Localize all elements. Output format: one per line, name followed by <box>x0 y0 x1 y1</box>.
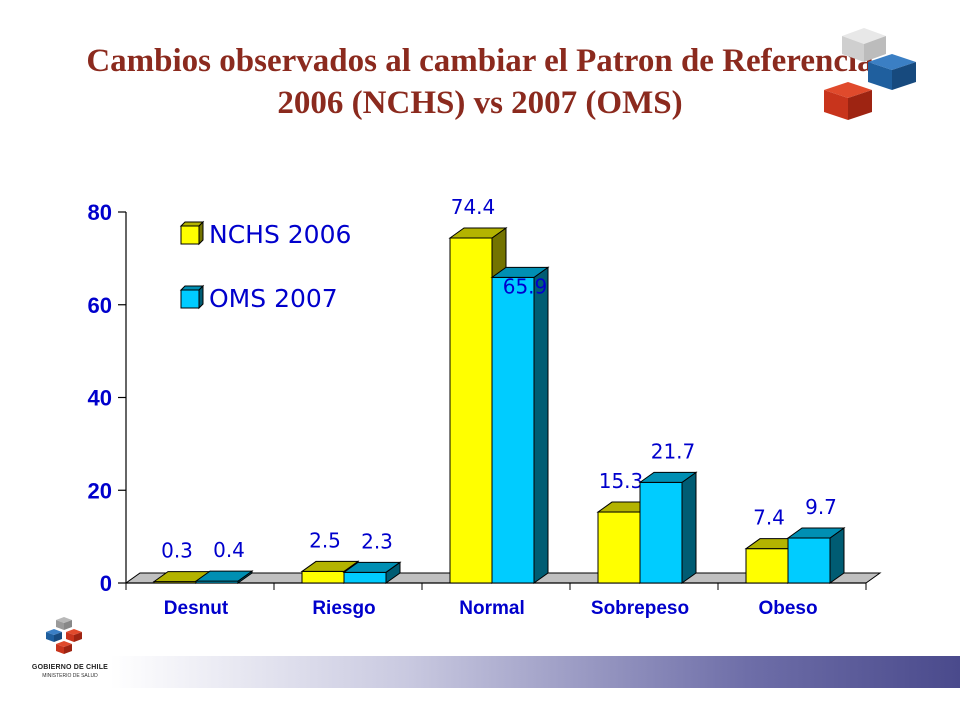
y-tick-label: 0 <box>100 571 112 596</box>
legend-swatch <box>180 289 200 309</box>
legend-label: NCHS 2006 <box>209 220 351 249</box>
ministry-name: MINISTERIO DE SALUD <box>42 673 98 679</box>
data-label: 2.3 <box>361 529 393 553</box>
y-tick-label: 80 <box>88 200 112 225</box>
data-label: 9.7 <box>805 495 837 519</box>
slide-title: Cambios observados al cambiar el Patron … <box>0 40 960 124</box>
data-label: 15.3 <box>599 469 644 493</box>
legend-swatch-side <box>198 284 204 310</box>
data-label: 0.3 <box>161 539 193 563</box>
bar-oms-2007-sobrepeso <box>638 471 698 584</box>
x-tick-label: Desnut <box>164 598 229 619</box>
cubes-logo-icon <box>824 28 916 120</box>
gov-name: GOBIERNO DE CHILE <box>31 664 109 671</box>
data-label: 2.5 <box>309 528 341 552</box>
y-tick-label: 20 <box>88 478 112 503</box>
data-label: 65.9 <box>503 274 548 298</box>
x-tick-label: Riesgo <box>312 598 375 619</box>
legend-swatch <box>180 225 200 245</box>
data-label: 21.7 <box>651 439 696 463</box>
x-tick-label: Obeso <box>758 598 817 619</box>
data-label: 7.4 <box>753 506 785 530</box>
y-tick-label: 40 <box>88 386 112 411</box>
x-tick-label: Sobrepeso <box>591 598 689 619</box>
bar-oms-2007-desnut <box>194 570 254 584</box>
legend-label: OMS 2007 <box>209 284 338 313</box>
footer-bar <box>110 656 960 688</box>
bar-oms-2007-obeso <box>786 527 846 584</box>
legend-swatch-side <box>198 220 204 246</box>
government-emblem-icon <box>46 617 82 654</box>
y-tick-label: 60 <box>88 293 112 318</box>
data-label: 0.4 <box>213 538 245 562</box>
bar-oms-2007-riesgo <box>342 561 402 584</box>
x-tick-label: Normal <box>459 598 524 619</box>
slide-title-line1: Cambios observados al cambiar el Patron … <box>86 43 874 79</box>
slide-title-line2: 2006 (NCHS) vs 2007 (OMS) <box>277 85 683 121</box>
data-label: 74.4 <box>451 195 496 219</box>
bar-oms-2007-normal <box>490 266 550 584</box>
